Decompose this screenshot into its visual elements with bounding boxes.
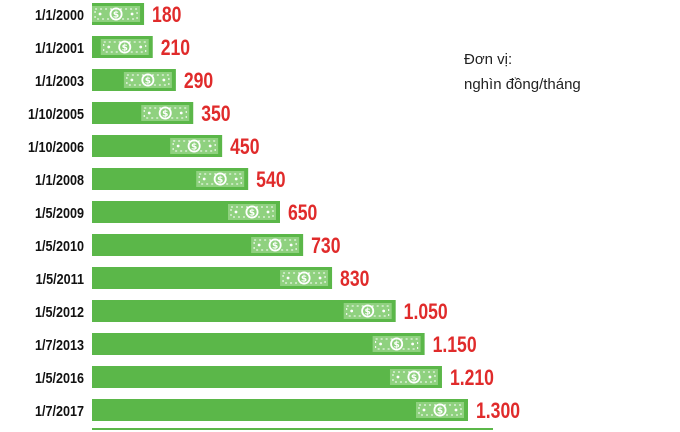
unit-note: Đơn vị: nghìn đồng/tháng [464, 47, 664, 97]
bill-dot-left [203, 178, 206, 181]
dollar-sign: $ [145, 77, 151, 87]
category-label: 1/1/2003 [35, 72, 84, 89]
dollar-sign: $ [191, 143, 197, 153]
dollar-bill-icon: $ [344, 303, 392, 319]
dollar-bill-icon: $ [251, 237, 299, 253]
dollar-sign: $ [393, 341, 399, 351]
bill-dot-left [423, 409, 426, 412]
value-label: 540 [256, 168, 285, 192]
dollar-bill-icon: $ [141, 105, 189, 121]
dollar-sign: $ [217, 176, 223, 186]
bill-dot-right [319, 277, 322, 280]
value-label: 650 [288, 201, 317, 225]
bill-dot-left [379, 343, 382, 346]
bill-dot-right [411, 343, 414, 346]
bill-dot-right [139, 46, 142, 49]
bill-dot-left [287, 277, 290, 280]
unit-value: nghìn đồng/tháng [464, 72, 664, 97]
bar [92, 399, 468, 421]
category-label: 1/10/2006 [28, 138, 84, 155]
dollar-bill-icon: $ [101, 39, 149, 55]
bill-dot-left [148, 112, 151, 115]
bill-dot-right [235, 178, 238, 181]
category-label: 1/5/2009 [35, 204, 84, 221]
dollar-bill-icon: $ [92, 6, 140, 22]
bill-dot-right [209, 145, 212, 148]
dollar-sign: $ [272, 242, 278, 252]
bar-row: 1/7/2013 $1.150 [35, 333, 477, 358]
bill-dot-left [350, 310, 353, 313]
bar-row: 1/5/2012 $1.050 [35, 300, 448, 325]
value-label: 210 [161, 36, 190, 60]
value-label: 450 [230, 135, 259, 159]
bill-dot-left [99, 13, 102, 16]
dollar-sign: $ [411, 374, 417, 384]
bill-dot-right [382, 310, 385, 313]
value-label: 180 [152, 3, 181, 27]
bill-dot-right [429, 376, 432, 379]
bill-dot-left [107, 46, 110, 49]
bill-dot-right [267, 211, 270, 214]
bill-dot-left [258, 244, 261, 247]
category-label: 1/5/2011 [36, 270, 85, 287]
value-label: 1.300 [476, 399, 520, 423]
category-label: 1/10/2005 [28, 105, 84, 122]
bar-row: 1/5/2016 $1.210 [35, 366, 494, 391]
bar-row: 1/5/2011 $830 [36, 267, 370, 292]
category-label: 1/5/2012 [35, 303, 84, 320]
value-label: 730 [311, 234, 340, 258]
bar-row: 1/5/2010 $730 [35, 234, 341, 259]
dollar-sign: $ [301, 275, 307, 285]
bill-dot-right [162, 79, 165, 82]
value-label: 1.210 [450, 366, 494, 390]
bill-dot-left [397, 376, 400, 379]
value-label: 350 [201, 102, 230, 126]
bar-row: 1/10/2005 $350 [28, 102, 231, 127]
category-label: 1/7/2013 [35, 336, 84, 353]
bill-dot-right [290, 244, 293, 247]
category-label: 1/5/2010 [35, 237, 84, 254]
dollar-bill-icon: $ [373, 336, 421, 352]
value-label: 1.150 [433, 333, 477, 357]
dollar-bill-icon: $ [390, 369, 438, 385]
category-label: 1/1/2008 [35, 171, 84, 188]
dollar-bill-icon: $ [124, 72, 172, 88]
dollar-sign: $ [365, 308, 371, 318]
bill-dot-left [235, 211, 238, 214]
unit-label: Đơn vị: [464, 47, 664, 72]
dollar-sign: $ [249, 209, 255, 219]
bill-dot-right [455, 409, 458, 412]
bar [92, 366, 442, 388]
dollar-bill-icon: $ [280, 270, 328, 286]
category-label: 1/5/2016 [35, 369, 84, 386]
bill-dot-right [180, 112, 183, 115]
bar-row: 1/5/2009 $650 [35, 201, 317, 226]
bill-dot-left [130, 79, 133, 82]
bar-row: 1/10/2006 $450 [28, 135, 260, 160]
dollar-sign: $ [162, 110, 168, 120]
bar-row: 1/7/2017 $1.300 [35, 399, 520, 424]
dollar-sign: $ [437, 407, 443, 417]
dollar-sign: $ [113, 11, 119, 21]
bar-row: 1/1/2003 $290 [35, 69, 213, 94]
dollar-sign: $ [122, 44, 128, 54]
category-label: 1/7/2017 [35, 402, 84, 419]
category-label: 1/1/2001 [35, 39, 84, 56]
category-label: 1/1/2000 [35, 6, 84, 23]
bar-row: 1/1/2000 $180 [35, 3, 181, 28]
bar-row: 1/1/2008 $540 [35, 168, 286, 193]
value-label: 830 [340, 267, 369, 291]
bill-dot-left [177, 145, 180, 148]
value-label: 290 [184, 69, 213, 93]
dollar-bill-icon: $ [196, 171, 244, 187]
value-label: 1.050 [404, 300, 448, 324]
dollar-bill-icon: $ [416, 402, 464, 418]
bar-row: 1/1/2001 $210 [35, 36, 190, 61]
bill-dot-right [131, 13, 134, 16]
dollar-bill-icon: $ [228, 204, 276, 220]
dollar-bill-icon: $ [170, 138, 218, 154]
